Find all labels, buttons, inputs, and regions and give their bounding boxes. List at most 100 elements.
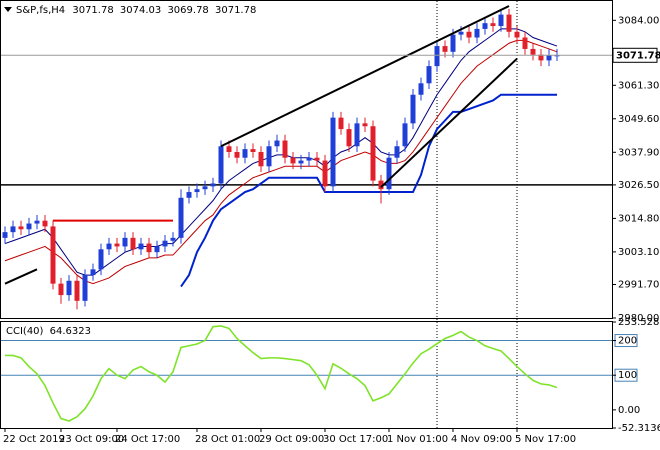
- candle-body: [298, 160, 304, 164]
- candle-body: [186, 192, 192, 198]
- candle-body: [282, 140, 288, 158]
- candle-body: [442, 46, 448, 52]
- x-tick-label: 1 Nov 01:00: [387, 434, 448, 445]
- candle-body: [170, 237, 176, 241]
- candle-body: [538, 54, 544, 61]
- x-tick-label: 24 Oct 17:00: [115, 434, 180, 445]
- candle-body: [330, 117, 336, 187]
- x-tick-label: 4 Nov 09:00: [451, 434, 512, 445]
- candle-body: [402, 123, 408, 147]
- candle-body: [290, 157, 296, 164]
- candle-body: [162, 240, 168, 247]
- candle-body: [74, 280, 80, 301]
- candle-body: [2, 232, 8, 238]
- last-price-label: 3071.78: [616, 50, 660, 61]
- candle-body: [490, 23, 496, 27]
- candle-body: [474, 28, 480, 38]
- candle-body: [202, 186, 208, 190]
- ohlc-low: 3069.78: [167, 5, 208, 16]
- candle-body: [90, 269, 96, 276]
- candle-body: [306, 157, 312, 161]
- candle-body: [122, 237, 128, 247]
- candle-body: [10, 226, 16, 233]
- candle-body: [18, 226, 24, 230]
- candle-body: [354, 123, 360, 147]
- candle-body: [82, 275, 88, 301]
- candle-body: [482, 23, 488, 29]
- y-tick-label: 3061.30: [618, 80, 659, 91]
- candle-body: [498, 14, 504, 27]
- candle-body: [378, 180, 384, 190]
- trend-line: [380, 57, 518, 188]
- candle-body: [34, 220, 40, 224]
- candle-body: [250, 149, 256, 152]
- candle-body: [218, 146, 224, 184]
- cci-header: CCI(40) 64.6323: [6, 326, 91, 337]
- candle-body: [426, 66, 432, 84]
- candle-body: [138, 243, 144, 250]
- indicator-line: [180, 93, 557, 288]
- candle-body: [362, 123, 368, 127]
- y-tick-label: 3049.60: [618, 114, 659, 125]
- candle-body: [370, 126, 376, 181]
- chart-header: S&P,fs,H4 3071.78 3074.03 3069.78 3071.7…: [16, 5, 256, 16]
- candle-body: [434, 46, 440, 67]
- y-tick-label: 2980.00: [618, 313, 659, 324]
- candle-body: [226, 146, 232, 152]
- candle-body: [114, 243, 120, 247]
- candle-body: [314, 157, 320, 161]
- indicator-line: [4, 39, 558, 285]
- cci-line: [5, 325, 558, 422]
- x-tick-label: 5 Nov 17:00: [515, 434, 576, 445]
- y-tick-label: 3026.50: [618, 180, 659, 191]
- x-tick-label: 28 Oct 01:00: [195, 434, 260, 445]
- candle-body: [42, 220, 48, 227]
- last-price-box: [612, 47, 658, 63]
- trend-line: [4, 268, 38, 285]
- y-tick-label: 3003.10: [618, 247, 659, 258]
- candle-body: [26, 223, 32, 230]
- y-tick-label: -52.3136: [618, 423, 660, 434]
- candle-body: [242, 149, 248, 158]
- y-tick-label: 3014.80: [618, 213, 659, 224]
- x-tick-label: 30 Oct 17:00: [323, 434, 388, 445]
- ohlc-open: 3071.78: [72, 5, 113, 16]
- main-pane-frame: [0, 0, 613, 319]
- candle-body: [346, 129, 352, 147]
- candle-body: [106, 243, 112, 250]
- candle-body: [514, 31, 520, 38]
- candle-body: [522, 37, 528, 49]
- candle-body: [50, 226, 56, 284]
- y-tick-label: 0.00: [618, 405, 640, 416]
- y-tick-label: 200: [618, 336, 637, 347]
- candle-body: [274, 140, 280, 147]
- y-tick-label: 3084.00: [618, 15, 659, 26]
- y-tick-label: 100: [618, 370, 637, 381]
- indicator-line: [4, 28, 558, 276]
- candle-body: [194, 189, 200, 193]
- candle-body: [466, 31, 472, 38]
- candle-body: [450, 34, 456, 52]
- candle-body: [338, 117, 344, 130]
- candle-body: [234, 151, 240, 158]
- candle-body: [386, 157, 392, 190]
- candle-body: [322, 160, 328, 187]
- symbol: S&P,fs,H4: [16, 5, 65, 16]
- candle-body: [266, 146, 272, 167]
- menu-icon: [4, 7, 12, 12]
- candle-body: [66, 280, 72, 296]
- y-tick-label: 253.5289: [618, 317, 660, 328]
- ohlc-close: 3071.78: [215, 5, 256, 16]
- candle-body: [458, 31, 464, 35]
- candle-body: [418, 83, 424, 95]
- x-tick-label: 23 Oct 09:00: [59, 434, 124, 445]
- ohlc-high: 3074.03: [120, 5, 161, 16]
- candle-body: [146, 243, 152, 253]
- candle-body: [154, 246, 160, 253]
- candle-body: [258, 151, 264, 167]
- candle-body: [506, 14, 512, 32]
- candle-body: [546, 55, 552, 61]
- candle-body: [178, 197, 184, 238]
- x-tick-label: 22 Oct 2019: [3, 434, 65, 445]
